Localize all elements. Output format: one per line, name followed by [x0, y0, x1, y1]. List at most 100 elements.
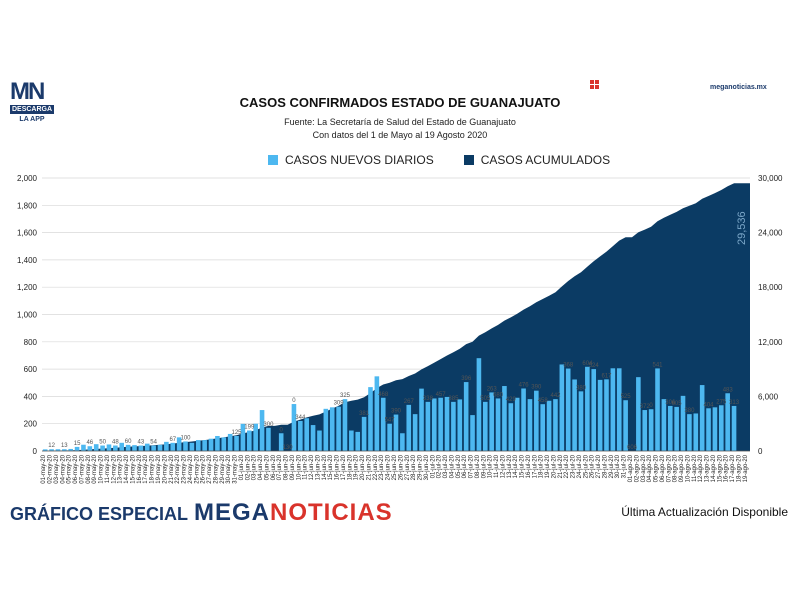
chart-date-range: Con datos del 1 de Mayo al 19 Agosto 202… — [312, 130, 488, 140]
bar-daily — [483, 401, 488, 451]
bar-daily — [62, 449, 67, 451]
bar-daily — [706, 408, 711, 451]
x-tick-label: 03-ago-20 — [641, 454, 647, 482]
bar-daily — [553, 399, 558, 451]
data-label: 306 — [665, 400, 676, 406]
x-tick-label: 05-ago-20 — [654, 454, 660, 482]
data-label: 275 — [716, 399, 727, 405]
data-label: 300 — [263, 422, 274, 428]
bar-daily — [419, 388, 424, 451]
bar-daily — [355, 431, 361, 451]
bar-daily — [565, 368, 571, 451]
x-tick-label: 09-jul-20 — [481, 454, 487, 478]
data-label: 46 — [86, 440, 93, 446]
bar-daily — [202, 440, 207, 451]
data-label: 199 — [244, 425, 255, 431]
x-tick-label: 12-jun-20 — [309, 454, 315, 480]
bar-daily — [648, 409, 654, 451]
site-url[interactable]: meganoticias.mx — [710, 84, 767, 91]
bar-daily — [431, 398, 437, 451]
x-tick-label: 07-may-20 — [80, 454, 86, 483]
data-label: 54 — [150, 440, 157, 446]
data-label: 125 — [231, 430, 242, 436]
data-label: 680 — [493, 392, 504, 398]
x-tick-label: 21-jul-20 — [558, 454, 564, 478]
x-tick-label: 18-ago-20 — [736, 454, 742, 482]
bar-daily — [100, 445, 105, 451]
bar-daily — [731, 405, 737, 451]
bar-daily — [132, 445, 137, 451]
data-label: 372 — [640, 404, 651, 410]
x-tick-label: 18-jul-20 — [539, 454, 545, 478]
footer-left: GRÁFICO ESPECIAL MEGANOTICIAS — [10, 499, 393, 527]
data-label: 390 — [531, 385, 542, 391]
bar-daily — [616, 368, 622, 451]
legend-item-cumulative: CASOS ACUMULADOS — [463, 153, 610, 167]
x-tick-label: 17-jun-20 — [341, 454, 347, 480]
x-tick-label: 25-may-20 — [194, 454, 200, 483]
x-tick-label: 13-ago-20 — [705, 454, 711, 482]
data-label: 380 — [576, 385, 587, 391]
x-tick-label: 07-jun-20 — [277, 454, 283, 480]
x-tick-label: 03-jul-20 — [443, 454, 449, 478]
x-tick-label: 12-ago-20 — [698, 454, 704, 482]
data-label: 333 — [735, 170, 746, 172]
x-tick-label: 30-jul-20 — [615, 454, 621, 478]
x-tick-label: 23-may-20 — [182, 454, 188, 483]
x-tick-label: 10-may-20 — [99, 454, 105, 483]
bar-daily — [527, 399, 533, 451]
bar-daily — [642, 410, 648, 451]
x-tick-label: 16-jun-20 — [335, 454, 341, 480]
bar-daily — [661, 399, 667, 451]
x-tick-label: 19-ago-20 — [743, 454, 749, 482]
y-right-tick-label: 6,000 — [758, 392, 779, 401]
x-tick-label: 07-ago-20 — [666, 454, 672, 482]
data-label: 267 — [404, 399, 415, 405]
bar-daily — [215, 435, 220, 451]
legend-swatch-cumulative — [463, 155, 474, 165]
x-tick-label: 12-may-20 — [111, 454, 117, 483]
footer-banner: GRÁFICO ESPECIAL MEGANOTICIAS Última Actu… — [0, 497, 800, 527]
bar-daily — [234, 435, 239, 451]
bar-daily — [393, 414, 399, 451]
x-tick-label: 10-ago-20 — [685, 454, 691, 482]
x-tick-label: 11-may-20 — [105, 454, 111, 483]
bar-daily — [585, 366, 590, 451]
x-tick-label: 09-ago-20 — [679, 454, 685, 482]
bar-daily — [502, 386, 507, 451]
x-tick-label: 21-jun-20 — [367, 454, 373, 480]
bar-daily — [400, 433, 405, 451]
bar-daily — [247, 430, 252, 451]
x-tick-label: 26-jun-20 — [398, 454, 404, 480]
x-tick-label: 13-jun-20 — [316, 454, 322, 480]
bar-daily — [514, 397, 520, 451]
data-label: 325 — [340, 393, 351, 399]
y-right-tick-label: 18,000 — [758, 283, 783, 292]
x-tick-label: 05-jul-20 — [456, 454, 462, 478]
x-tick-label: 06-jun-20 — [271, 454, 277, 480]
x-tick-label: 29-jul-20 — [609, 454, 615, 478]
data-label: 606 — [627, 445, 638, 451]
x-tick-label: 10-jul-20 — [488, 454, 494, 478]
data-label: 505 — [480, 396, 491, 402]
bar-daily — [495, 398, 501, 451]
data-label: 50 — [99, 440, 106, 446]
x-tick-label: 30-may-20 — [226, 454, 232, 483]
bar-daily — [221, 437, 227, 451]
x-tick-label: 04-jul-20 — [449, 454, 455, 478]
bar-daily — [81, 444, 86, 451]
x-tick-label: 29-jun-20 — [418, 454, 424, 480]
y-right-tick-label: 0 — [758, 447, 763, 456]
bar-daily — [125, 444, 131, 451]
bar-daily — [49, 449, 54, 451]
bar-daily — [298, 420, 303, 451]
x-tick-label: 10-jun-20 — [296, 454, 302, 480]
site-grid-icon — [590, 80, 599, 89]
bar-daily — [412, 414, 418, 451]
x-tick-label: 15-ago-20 — [717, 454, 723, 482]
bar-daily — [540, 404, 545, 451]
data-label: 381 — [359, 411, 370, 417]
meganoticias-logo[interactable]: MN DESCARGA LA APP — [10, 80, 54, 123]
x-tick-label: 15-jun-20 — [328, 454, 334, 480]
data-label: 396 — [461, 376, 472, 382]
